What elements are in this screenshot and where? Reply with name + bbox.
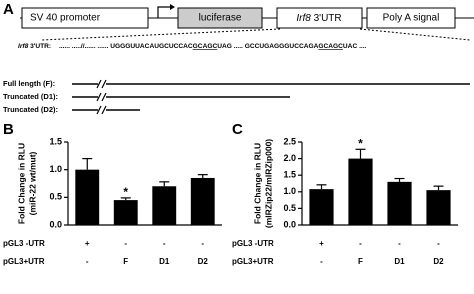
row-cell: + bbox=[319, 239, 324, 248]
bar bbox=[348, 158, 373, 225]
row-label: pGL3+UTR bbox=[3, 257, 45, 266]
promoter-label: SV 40 promoter bbox=[30, 13, 101, 24]
utr-text: 3'UTR bbox=[314, 13, 342, 24]
promoter-arrow bbox=[157, 6, 170, 18]
break-marks bbox=[96, 78, 107, 115]
construct-label: Full length (F): bbox=[3, 79, 55, 88]
promoter-box bbox=[21, 7, 149, 29]
sequence-lead: ...... .....//...... ...... bbox=[59, 43, 109, 50]
row-label: pGL3+UTR bbox=[232, 257, 274, 266]
row-cell: - bbox=[124, 239, 127, 248]
row-cell: F bbox=[123, 257, 128, 266]
y-axis-label: Fold Change in RLU bbox=[252, 143, 262, 224]
bar bbox=[190, 177, 215, 225]
sequence-gap: ..... bbox=[234, 43, 243, 50]
zoom-line bbox=[41, 28, 281, 41]
row-cell: F bbox=[358, 257, 363, 266]
y-tick-label: 1.0 bbox=[283, 186, 296, 196]
panel-letter: A bbox=[3, 1, 14, 18]
utr-label: Irf8 3'UTR bbox=[296, 13, 341, 24]
y-tick-label: 1.5 bbox=[49, 136, 62, 146]
panel-letter: C bbox=[232, 121, 243, 138]
row-cell: - bbox=[201, 239, 204, 248]
seed-match: GCAGC bbox=[193, 43, 218, 50]
row-cell: - bbox=[86, 257, 89, 266]
sequence-line: Irf8 3'UTR: ...... .....//...... ...... … bbox=[18, 43, 367, 50]
y-tick-label: 0.0 bbox=[49, 219, 62, 229]
bar bbox=[309, 189, 334, 225]
row-label: pGL3 -UTR bbox=[3, 239, 45, 248]
y-tick-label: 2.0 bbox=[283, 153, 296, 163]
polya-box bbox=[366, 7, 456, 29]
sequence: UAC bbox=[343, 43, 358, 50]
y-tick-label: 0.0 bbox=[283, 219, 296, 229]
row-cell: - bbox=[437, 239, 440, 248]
construct-label: Truncated (D1): bbox=[3, 92, 58, 101]
row-cell: D2 bbox=[198, 257, 209, 266]
bar bbox=[75, 169, 100, 225]
sequence: GCCUGAGGGUCCAGA bbox=[245, 43, 319, 50]
row-cell: - bbox=[359, 239, 362, 248]
row-cell: - bbox=[163, 239, 166, 248]
panel-letter: B bbox=[3, 121, 14, 138]
significance-mark: * bbox=[358, 136, 363, 150]
reporter-label: luciferase bbox=[199, 13, 242, 24]
utr-box bbox=[276, 7, 363, 29]
reporter-box bbox=[177, 7, 263, 29]
gene-name: Irf8 bbox=[18, 43, 29, 50]
row-cell: - bbox=[398, 239, 401, 248]
y-axis-label: (mIRZip22/mIRZip000) bbox=[263, 139, 273, 228]
seed-match: GCAGC bbox=[318, 43, 343, 50]
row-label: pGL3 -UTR bbox=[232, 239, 274, 248]
row-cell: + bbox=[85, 239, 90, 248]
y-tick-label: 2.5 bbox=[283, 136, 296, 146]
y-axis-label: (miR-22 wt/mut) bbox=[27, 151, 37, 215]
sequence: UGGGUUACAUGCUCCAC bbox=[110, 43, 193, 50]
bar bbox=[426, 190, 451, 225]
bar bbox=[152, 186, 177, 225]
y-tick-label: 1.0 bbox=[49, 164, 62, 174]
bar bbox=[387, 181, 412, 225]
y-axis-label: Fold Change in RLU bbox=[16, 143, 26, 224]
polya-label: Poly A signal bbox=[383, 13, 440, 24]
row-cell: D2 bbox=[433, 257, 444, 266]
promoter-arrowhead bbox=[170, 4, 175, 10]
sequence: UAG bbox=[217, 43, 232, 50]
construct-label: Truncated (D2): bbox=[3, 105, 58, 114]
row-cell: D1 bbox=[394, 257, 405, 266]
y-tick-label: 1.5 bbox=[283, 170, 296, 180]
bar bbox=[113, 200, 138, 225]
row-cell: - bbox=[320, 257, 323, 266]
significance-mark: * bbox=[123, 185, 128, 199]
row-cell: D1 bbox=[159, 257, 170, 266]
zoom-line bbox=[359, 28, 471, 41]
y-tick-label: 0.5 bbox=[49, 192, 62, 202]
gene-name: Irf8 bbox=[296, 13, 311, 24]
y-tick-label: 0.5 bbox=[283, 203, 296, 213]
sequence-label: 3'UTR: bbox=[30, 43, 51, 50]
sequence-tail: .... bbox=[359, 43, 366, 50]
